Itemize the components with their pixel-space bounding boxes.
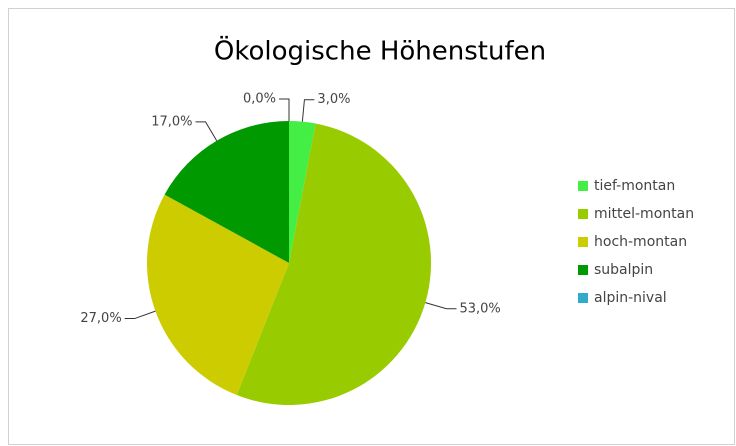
legend-swatch xyxy=(578,293,588,303)
data-label: 0,0% xyxy=(243,92,276,107)
leader-line xyxy=(124,310,156,320)
data-label: 27,0% xyxy=(80,311,121,326)
pie-slice xyxy=(146,194,289,396)
legend-swatch xyxy=(578,237,588,247)
legend-label: tief-montan xyxy=(594,178,675,194)
leader-line xyxy=(301,99,315,122)
data-label: 17,0% xyxy=(151,114,192,129)
legend-swatch xyxy=(578,265,588,275)
legend-swatch xyxy=(578,209,588,219)
data-label: 53,0% xyxy=(459,301,500,316)
pie-slice xyxy=(164,121,289,263)
leader-line xyxy=(425,302,457,310)
leader-line xyxy=(195,121,218,142)
pie-slice xyxy=(289,121,316,263)
data-label: 3,0% xyxy=(317,92,350,107)
chart-title: Ökologische Höhenstufen xyxy=(214,35,546,67)
legend-label: mittel-montan xyxy=(594,206,694,222)
legend-label: hoch-montan xyxy=(594,234,687,250)
legend-label: subalpin xyxy=(594,262,653,278)
pie-slice xyxy=(236,123,431,406)
legend-swatch xyxy=(578,181,588,191)
legend-label: alpin-nival xyxy=(594,290,667,306)
leader-line xyxy=(279,98,290,121)
